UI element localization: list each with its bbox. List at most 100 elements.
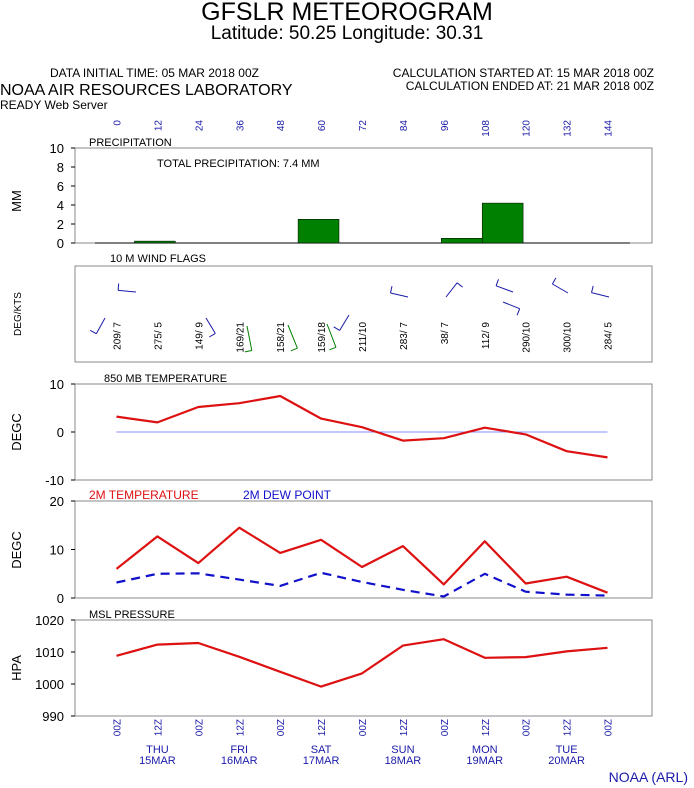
time-hour-label: 12Z [235, 719, 246, 736]
temp2m-line [115, 526, 608, 594]
wind-ylabel: DEG/KTS [13, 292, 24, 336]
date-label: 17MAR [303, 755, 340, 767]
wind-flag-barb [244, 350, 252, 353]
forecast-hour-label: 36 [235, 120, 246, 132]
wind-title: 10 M WIND FLAGS [110, 253, 206, 265]
time-hour-label: 12Z [317, 719, 328, 736]
temp850-ylabel: DEGC [9, 413, 24, 451]
temp2m-ylabel: DEGC [9, 531, 24, 569]
temp2m-ytick-label: 20 [50, 494, 64, 509]
pressure-title: MSL PRESSURE [89, 609, 175, 621]
temp850-title: 850 MB TEMPERATURE [104, 373, 227, 385]
precip-bar [134, 240, 176, 244]
time-hour-label: 00Z [440, 719, 451, 736]
wind-flag-barb [516, 308, 521, 316]
wind-flag-shaft [591, 292, 610, 298]
temp2m-ytick-label: 10 [50, 543, 64, 558]
wind-flag-barb [290, 347, 298, 352]
wind-flag-label: 275/ 5 [153, 322, 164, 350]
calculation-started: CALCULATION STARTED AT: 15 MAR 2018 00Z [392, 66, 654, 80]
forecast-hour-label: 132 [563, 120, 574, 137]
lab-name: NOAA AIR RESOURCES LABORATORY [0, 82, 293, 99]
forecast-hour-label: 144 [604, 120, 615, 137]
forecast-hour-label: 24 [194, 120, 205, 132]
credit-label: NOAA (ARL) [608, 769, 688, 785]
temp850-ytick-label: 0 [57, 425, 64, 440]
time-hour-label: 00Z [358, 719, 369, 736]
forecast-hour-label: 0 [113, 120, 124, 126]
temp2m-legend: 2M TEMPERATURE [89, 488, 199, 502]
time-hour-label: 12Z [481, 719, 492, 736]
dewpoint-legend: 2M DEW POINT [243, 488, 332, 502]
wind-flag-shaft [246, 325, 253, 351]
pressure-ytick-label: 1010 [35, 645, 64, 660]
wind-flag-shaft [445, 282, 458, 298]
date-label: 15MAR [139, 755, 176, 767]
temp850-line [116, 394, 608, 459]
wind-flag-shaft [552, 283, 569, 294]
wind-flag-label: 158/21 [276, 322, 287, 353]
temp2m-ytick-label: 0 [57, 591, 64, 606]
temp850-ytick-label: -10 [45, 473, 64, 488]
precip-ytick-label: 10 [50, 141, 64, 156]
wind-flag-label: 38/ 7 [440, 322, 451, 345]
precip-bar [441, 238, 483, 244]
wind-flag-shaft [502, 301, 520, 310]
time-hour-label: 00Z [522, 719, 533, 736]
precip-title: PRECIPITATION [89, 137, 172, 149]
pressure-ylabel: HPA [9, 655, 24, 681]
precip-ylabel: MM [9, 190, 24, 212]
wind-flag-label: 149/ 9 [194, 322, 205, 350]
wind-flag-shaft [205, 317, 216, 334]
wind-flag-label: 169/21 [235, 322, 246, 353]
wind-flag-label: 211/10 [358, 322, 369, 352]
time-hour-label: 00Z [194, 719, 205, 736]
chart-subtitle: Latitude: 50.25 Longitude: 30.31 [210, 23, 484, 44]
dewpoint-line [116, 571, 608, 598]
pressure-ytick-label: 990 [42, 709, 64, 724]
pressure-line [116, 638, 608, 688]
day-label: MON [472, 744, 498, 756]
wind-flag-barb [117, 283, 120, 291]
pressure-ytick-label: 1020 [35, 613, 64, 628]
date-label: 19MAR [466, 755, 503, 767]
server-name: READY Web Server [0, 98, 108, 112]
wind-flag-barb [456, 282, 463, 288]
forecast-hour-label: 48 [276, 120, 287, 132]
calculation-ended: CALCULATION ENDED AT: 21 MAR 2018 00Z [405, 79, 654, 93]
wind-flag-shaft [495, 285, 514, 293]
temp850-ytick-label: 10 [50, 377, 64, 392]
wind-flag-barb [390, 285, 393, 294]
time-hour-label: 00Z [113, 719, 124, 736]
time-hour-label: 00Z [604, 719, 615, 736]
day-label: FRI [230, 744, 248, 756]
wind-flag-barb [209, 332, 216, 338]
forecast-hour-label: 12 [153, 120, 164, 132]
precip-ytick-label: 0 [57, 236, 64, 251]
wind-flag-shaft [326, 323, 337, 348]
wind-flag-label: 284/ 5 [604, 322, 615, 350]
precip-bar [481, 202, 524, 244]
wind-flag-label: 300/10 [563, 322, 574, 353]
wind-frame [74, 265, 653, 363]
time-hour-label: 12Z [399, 719, 410, 736]
wind-flag-label: 283/ 7 [399, 322, 410, 350]
chart-title: GFSLR METEOROGRAM [201, 0, 493, 26]
wind-flag-shaft [118, 289, 137, 293]
pressure-ytick-label: 1000 [35, 677, 64, 692]
forecast-hour-label: 108 [481, 120, 492, 137]
wind-flag-shaft [390, 292, 409, 298]
wind-flag-barb [333, 326, 340, 331]
forecast-hour-label: 96 [440, 120, 451, 132]
day-label: THU [146, 744, 169, 756]
time-hour-label: 12Z [563, 719, 574, 736]
wind-flag-label: 159/18 [317, 322, 328, 353]
total-precip-label: TOTAL PRECIPITATION: 7.4 MM [157, 158, 320, 170]
day-label: SUN [391, 744, 414, 756]
wind-flag-barb [89, 329, 97, 335]
wind-flag-shaft [339, 314, 350, 331]
data-initial-time: DATA INITIAL TIME: 05 MAR 2018 00Z [50, 66, 259, 80]
wind-flag-label: 112/ 9 [481, 322, 492, 349]
wind-flag-barb [495, 279, 499, 286]
